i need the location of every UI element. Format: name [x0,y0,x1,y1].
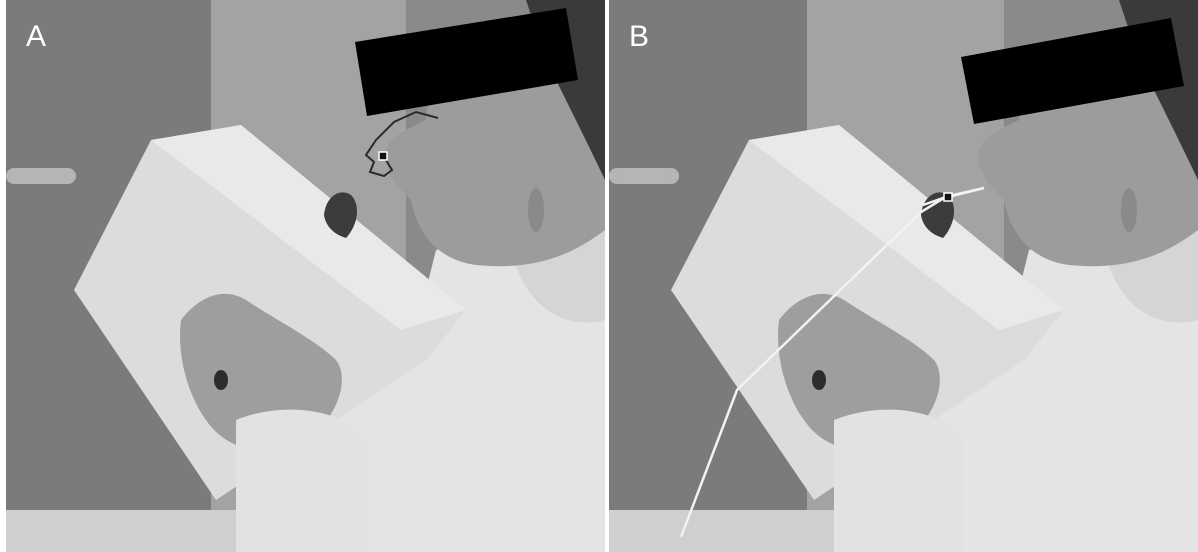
scene-b [609,0,1198,552]
box-top [151,125,466,330]
sleeve [236,409,366,552]
earring [528,188,544,232]
earring [1121,188,1137,232]
box [74,125,466,500]
panel-label-b: B [629,20,650,53]
panel-label-a: A [26,20,47,53]
ring [812,370,826,390]
censor-bar [355,8,578,116]
panel-b: B [609,0,1198,552]
device [324,192,358,238]
trajectory-marker [943,192,953,202]
trajectory-line [364,110,439,178]
door-handle [609,168,679,184]
door-handle [6,168,76,184]
panel-a: A [6,0,605,552]
box [671,125,1064,500]
censor-bar [961,18,1184,124]
ring [214,370,228,390]
sleeve [834,409,964,552]
scene-a [6,0,605,552]
trajectory-marker [378,151,388,161]
